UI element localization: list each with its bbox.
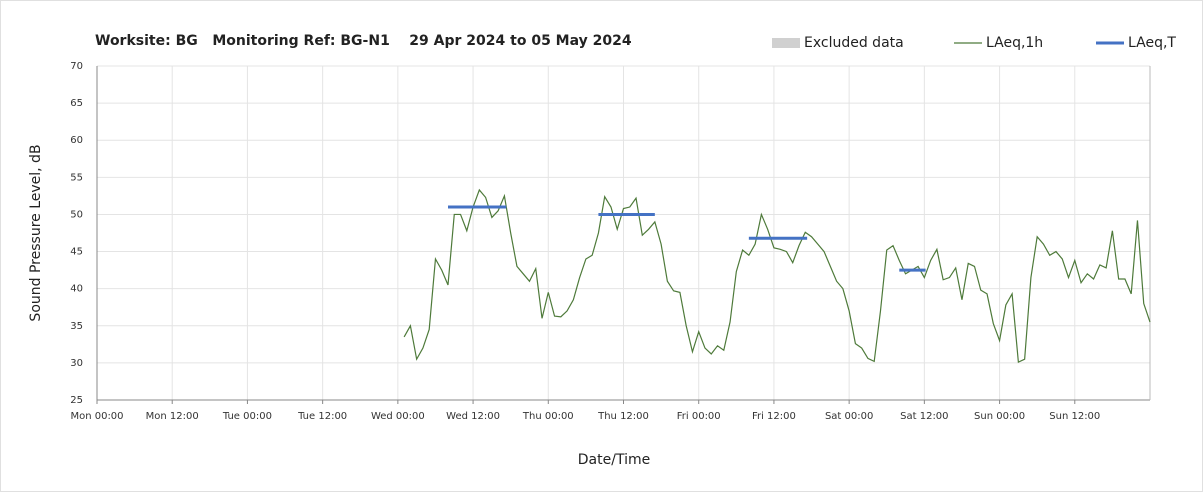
y-tick-label: 55 [70,172,83,183]
legend-label: LAeq,T [1128,35,1176,51]
legend-label: LAeq,1h [986,35,1043,51]
y-tick-label: 25 [70,395,83,406]
y-tick-label: 35 [70,321,83,332]
y-tick-label: 50 [70,209,83,220]
y-tick-label: 40 [70,284,83,295]
chart-title: Worksite: BG Monitoring Ref: BG-N1 29 Ap… [95,33,632,49]
x-tick-label: Mon 12:00 [146,411,199,422]
y-tick-label: 60 [70,135,83,146]
x-tick-label: Thu 12:00 [597,411,649,422]
x-tick-label: Tue 00:00 [222,411,272,422]
legend-label: Excluded data [804,35,904,51]
y-axis-label: Sound Pressure Level, dB [28,144,44,321]
x-tick-label: Tue 12:00 [297,411,347,422]
x-tick-label: Fri 00:00 [677,411,721,422]
x-tick-label: Sat 00:00 [825,411,873,422]
x-tick-label: Thu 00:00 [522,411,574,422]
x-tick-label: Wed 12:00 [446,411,500,422]
y-tick-label: 30 [70,358,83,369]
data-line [403,188,1151,364]
y-tick-label: 65 [70,98,83,109]
x-axis-label: Date/Time [578,452,650,468]
y-tick-label: 45 [70,247,83,258]
x-tick-label: Wed 00:00 [371,411,425,422]
x-tick-label: Sat 12:00 [900,411,948,422]
y-tick-label: 70 [70,61,83,72]
legend-swatch [772,38,800,48]
x-tick-label: Mon 00:00 [70,411,123,422]
x-tick-label: Fri 12:00 [752,411,796,422]
x-tick-label: Sun 00:00 [974,411,1025,422]
x-tick-label: Sun 12:00 [1049,411,1100,422]
